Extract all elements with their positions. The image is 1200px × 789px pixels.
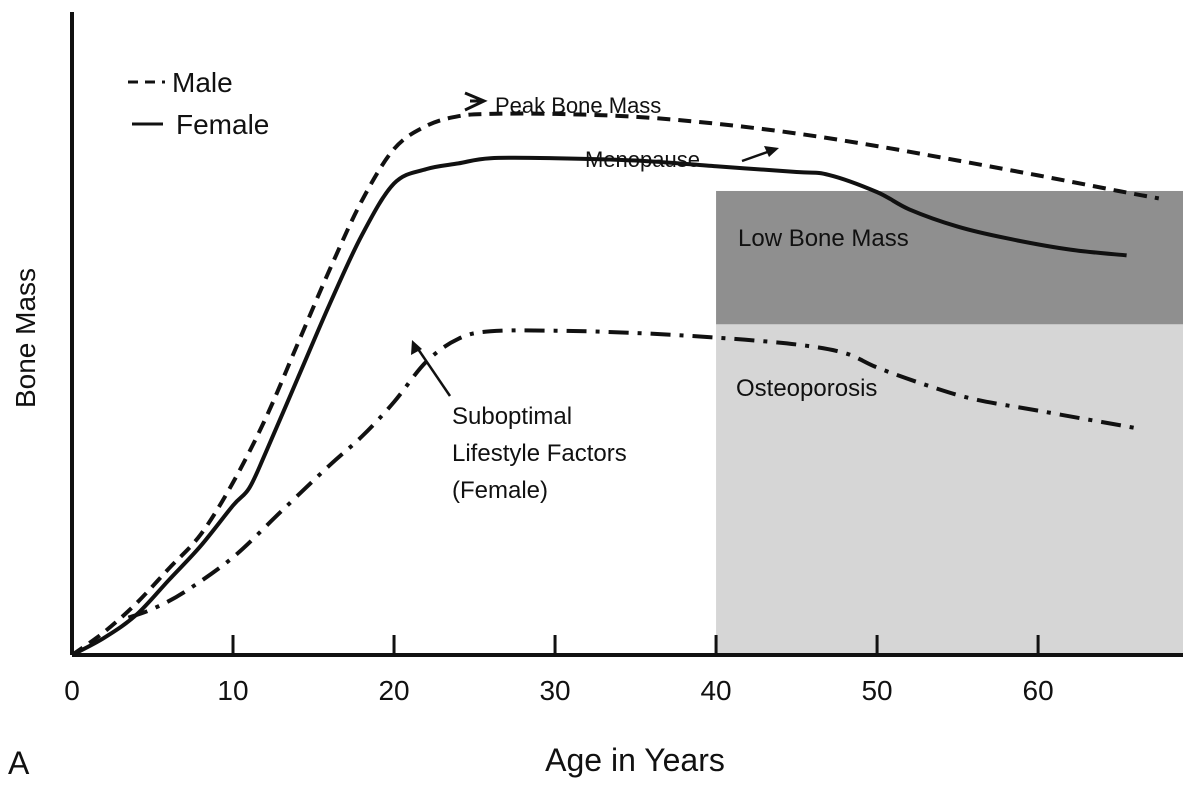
region-low-bone-mass bbox=[716, 190, 1183, 325]
x-tick-label-40: 40 bbox=[700, 675, 731, 706]
menopause-arrowhead-icon bbox=[764, 146, 779, 157]
peak-bone-mass-label: Peak Bone Mass bbox=[495, 93, 661, 118]
x-tick-label-30: 30 bbox=[539, 675, 570, 706]
legend-male-label: Male bbox=[172, 67, 233, 98]
panel-label: A bbox=[8, 745, 30, 781]
y-axis-label: Bone Mass bbox=[10, 268, 41, 408]
series-line-male bbox=[70, 111, 1160, 657]
x-tick-label-10: 10 bbox=[217, 675, 248, 706]
peak-arrow-icon bbox=[464, 91, 488, 112]
low-bone-mass-label: Low Bone Mass bbox=[738, 225, 909, 252]
lifestyle-label-line-3: (Female) bbox=[452, 477, 548, 504]
shaded-regions bbox=[716, 190, 1183, 655]
lifestyle-label-line-2: Lifestyle Factors bbox=[452, 440, 627, 467]
axes bbox=[70, 12, 1183, 657]
legend: Male Female bbox=[128, 67, 269, 140]
legend-female-label: Female bbox=[176, 109, 269, 140]
osteoporosis-label: Osteoporosis bbox=[736, 375, 877, 402]
series-line-suboptimal-lifestyle-factors-female bbox=[127, 328, 1136, 620]
x-tick-label-60: 60 bbox=[1023, 675, 1054, 706]
menopause-annotation: Menopause bbox=[585, 146, 779, 172]
x-tick-label-0: 0 bbox=[64, 675, 80, 706]
x-axis-label: Age in Years bbox=[545, 742, 725, 778]
menopause-label: Menopause bbox=[585, 147, 700, 172]
x-ticks: 0 10 20 30 40 50 60 bbox=[64, 635, 1054, 706]
x-tick-label-50: 50 bbox=[861, 675, 892, 706]
lifestyle-label: Suboptimal Lifestyle Factors (Female) bbox=[452, 403, 633, 504]
x-tick-label-20: 20 bbox=[378, 675, 409, 706]
lifestyle-label-line-1: Suboptimal bbox=[452, 403, 572, 430]
lifestyle-annotation: Suboptimal Lifestyle Factors (Female) bbox=[411, 340, 633, 504]
region-osteoporosis bbox=[716, 324, 1183, 655]
series-line-female bbox=[71, 155, 1127, 657]
lifestyle-arrow-line bbox=[414, 345, 452, 397]
lifestyle-arrowhead-icon bbox=[411, 340, 422, 355]
peak-bone-mass-annotation: Peak Bone Mass bbox=[464, 91, 661, 118]
series-lines bbox=[70, 111, 1160, 657]
